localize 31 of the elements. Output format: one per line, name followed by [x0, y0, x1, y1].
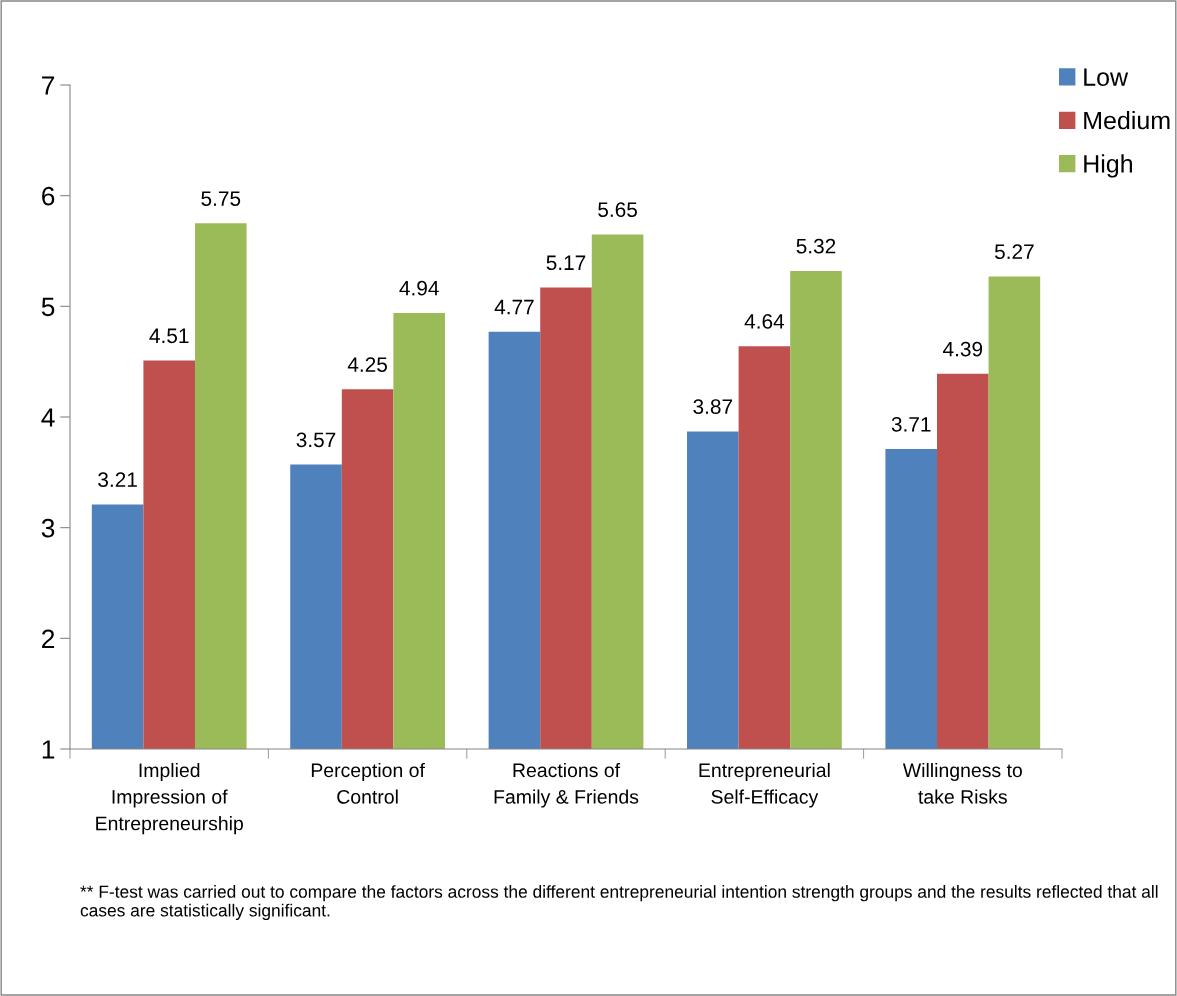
- legend-label: Medium: [1084, 110, 1170, 130]
- legend-label: High: [1084, 154, 1132, 178]
- data-label: 4.25: [347, 357, 387, 372]
- data-label: 5.17: [546, 255, 586, 271]
- data-label: 5.27: [994, 244, 1034, 260]
- data-label: 4.39: [943, 341, 983, 357]
- y-tick-label: 3: [41, 518, 55, 538]
- data-label: 4.77: [494, 299, 534, 315]
- x-tick-label: Perception of Control: [311, 762, 425, 804]
- x-tick-label: Implied Impression of Entrepreneurship: [96, 762, 243, 835]
- x-tick-label: Reactions of Family & Friends: [494, 762, 639, 808]
- text: ** F-test was carried out to compare the factors across the different entrepreneurial intention strength groups and the results reflected that all cases are statistically significant.: [80, 885, 1158, 920]
- y-tick-label: 6: [42, 186, 55, 206]
- data-label: 3.87: [693, 399, 733, 414]
- x-tick-label: Willingness to take Risks: [902, 762, 1022, 804]
- data-label: 5.32: [796, 238, 836, 254]
- data-label: 4.64: [744, 314, 785, 329]
- data-label: 3.71: [891, 416, 931, 432]
- data-label: 3.57: [296, 432, 336, 448]
- y-tick-label: 2: [42, 629, 55, 648]
- data-label: 3.21: [98, 472, 137, 488]
- data-label: 5.65: [598, 202, 637, 217]
- legend-label: Low: [1084, 68, 1129, 87]
- y-tick-label: 4: [41, 408, 55, 427]
- y-tick-label: 1: [42, 740, 55, 759]
- y-tick-label: 5: [41, 297, 55, 317]
- data-label: 4.94: [399, 280, 439, 296]
- data-label: 4.51: [149, 328, 189, 344]
- data-label: 5.75: [201, 191, 241, 206]
- x-tick-label: Entrepreneurial Self-Efficacy: [699, 762, 830, 808]
- y-tick-label: 7: [42, 76, 55, 95]
